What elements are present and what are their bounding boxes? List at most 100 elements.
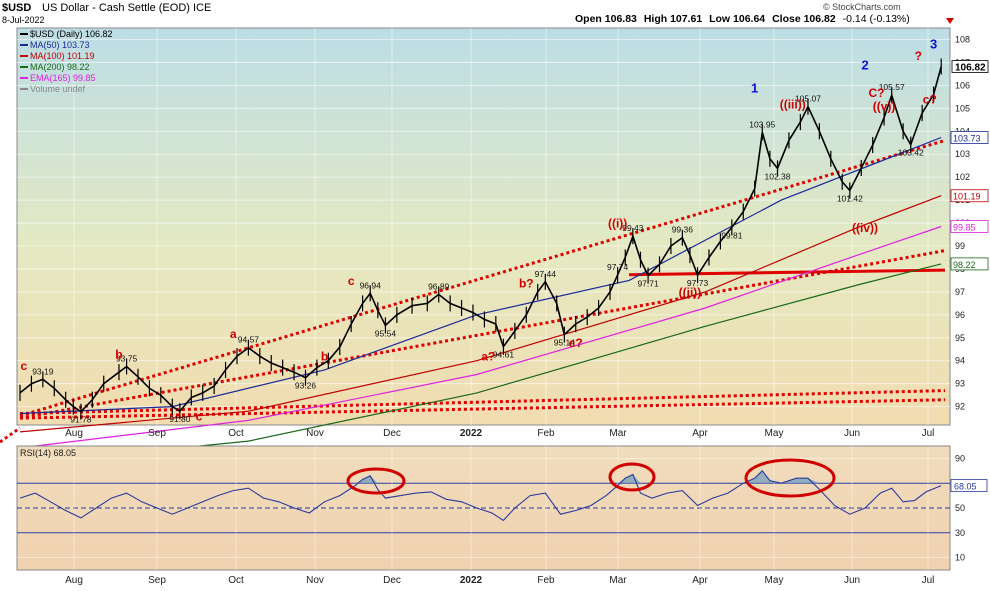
header-name: US Dollar - Cash Settle (EOD) ICE — [42, 2, 211, 14]
legend-entry: MA(200) 98.22 — [30, 62, 90, 72]
wave-label: c? — [923, 93, 937, 107]
rsi-highlight-ellipse — [346, 467, 406, 495]
price-annotations: 93.19 91.78 93.75 91.80 94.57 93.26 96.94 95.54… — [20, 37, 937, 425]
price-x-tick: Mar — [609, 428, 627, 439]
price-y-tick: 106 — [955, 80, 970, 90]
trendline — [19, 389, 946, 416]
series-ma-200- — [19, 263, 942, 465]
price-label: 93.26 — [295, 381, 317, 391]
close-value-box — [951, 60, 989, 73]
rsi-x-axis: Aug Sep Oct Nov Dec 2022 Feb Mar Apr May Jun Jul — [65, 575, 934, 586]
ma-value-label: 103.73 — [953, 133, 981, 143]
price-x-tick: Jun — [844, 428, 860, 439]
trendline — [19, 398, 946, 420]
trendline — [19, 249, 946, 420]
price-label: 93.75 — [116, 353, 138, 363]
rsi-series — [19, 469, 942, 522]
rsi-value-box — [950, 479, 988, 493]
trendline — [19, 139, 946, 418]
wave-label: ((iii)) — [780, 97, 806, 111]
rsi-overbought-fill — [20, 470, 942, 484]
wave-label: ((v)) — [873, 100, 896, 114]
ma-value-box — [950, 257, 989, 271]
price-label: 94.57 — [238, 335, 260, 345]
price-y-tick: 105 — [955, 103, 970, 113]
wave-label: ((ii)) — [679, 285, 702, 299]
rsi-line — [19, 469, 942, 522]
rsi-x-tick: Jul — [922, 575, 935, 586]
price-x-tick: Oct — [228, 428, 244, 439]
wave-label: c? — [569, 336, 583, 350]
trendline — [629, 268, 946, 277]
price-y-tick: 92 — [955, 402, 965, 412]
price-x-tick: Aug — [65, 428, 83, 439]
legend-entry: MA(100) 101.19 — [30, 51, 95, 61]
series-ma-100- — [19, 195, 942, 433]
price-label: 105.07 — [795, 94, 821, 104]
price-y-tick: 102 — [955, 172, 970, 182]
price-y-tick: 96 — [955, 310, 965, 320]
price-y-tick: 99 — [955, 241, 965, 251]
price-label: 97.74 — [607, 262, 629, 272]
price-label: 102.38 — [765, 171, 791, 181]
wave-label: b? — [519, 276, 534, 290]
price-label: 103.95 — [749, 119, 775, 129]
ma-value-label: 99.85 — [953, 223, 976, 233]
price-label: 97.44 — [535, 269, 557, 279]
price-label: 91.78 — [70, 415, 92, 425]
rsi-x-tick: Sep — [148, 575, 166, 586]
price-y-tick: 103 — [955, 149, 970, 159]
rsi-y-tick: 50 — [955, 503, 965, 513]
legend-entry: Volume undef — [30, 84, 86, 94]
header-watermark: © StockCharts.com — [823, 2, 901, 12]
rsi-y-tick: 90 — [955, 453, 965, 463]
price-y-axis: 9293949596979899100101102103104105106107… — [950, 34, 989, 412]
wave-label: 3 — [930, 37, 937, 52]
legend-entry: MA(50) 103.73 — [30, 40, 90, 50]
price-y-tick: 97 — [955, 287, 965, 297]
wave-label: a? — [481, 350, 495, 364]
price-label: 105.57 — [879, 82, 905, 92]
header-symbol: $USD — [2, 2, 31, 14]
rsi-highlight-ellipse — [608, 462, 656, 492]
rsi-x-tick: Jun — [844, 575, 860, 586]
price-x-tick: Sep — [148, 428, 166, 439]
price-x-tick: Apr — [692, 428, 708, 439]
wave-label: c — [348, 274, 355, 288]
legend-entry: EMA(165) 99.85 — [30, 73, 96, 83]
price-label: 91.80 — [169, 414, 191, 424]
price-y-tick: 93 — [955, 379, 965, 389]
ma-value-label: 101.19 — [953, 192, 981, 202]
wave-label: c — [196, 409, 203, 423]
rsi-value-label: 68.05 — [954, 482, 977, 492]
ma-value-box — [950, 189, 989, 203]
trendline — [0, 426, 21, 444]
wave-label: ? — [915, 49, 922, 63]
rsi-x-tick: Mar — [609, 575, 627, 586]
price-label: 94.61 — [493, 350, 515, 360]
price-label: 96.94 — [360, 280, 382, 290]
header-date: 8-Jul-2022 — [2, 15, 45, 25]
price-y-tick: 95 — [955, 333, 965, 343]
price-label: 99.43 — [622, 223, 644, 233]
rsi-gridlines — [17, 446, 950, 570]
price-y-tick: 108 — [955, 34, 970, 44]
rsi-x-tick: 2022 — [460, 575, 483, 586]
legend-entry: $USD (Daily) 106.82 — [30, 29, 113, 39]
rsi-x-tick: Aug — [65, 575, 83, 586]
price-label: 97.71 — [637, 279, 659, 289]
down-arrow-icon — [946, 18, 954, 24]
price-y-tick: 94 — [955, 356, 965, 366]
header-ohlc: Open 106.83 High 107.61 Low 106.64 Close… — [575, 13, 910, 25]
wave-label: 2 — [861, 57, 868, 72]
rsi-x-tick: Nov — [306, 575, 324, 586]
wave-label: C? — [868, 86, 884, 100]
price-x-tick: Feb — [537, 428, 555, 439]
price-x-tick: Jul — [922, 428, 935, 439]
ma-value-box — [950, 131, 989, 144]
wave-label: a — [230, 327, 237, 341]
rsi-x-tick: Feb — [537, 575, 555, 586]
trendlines — [0, 139, 946, 444]
